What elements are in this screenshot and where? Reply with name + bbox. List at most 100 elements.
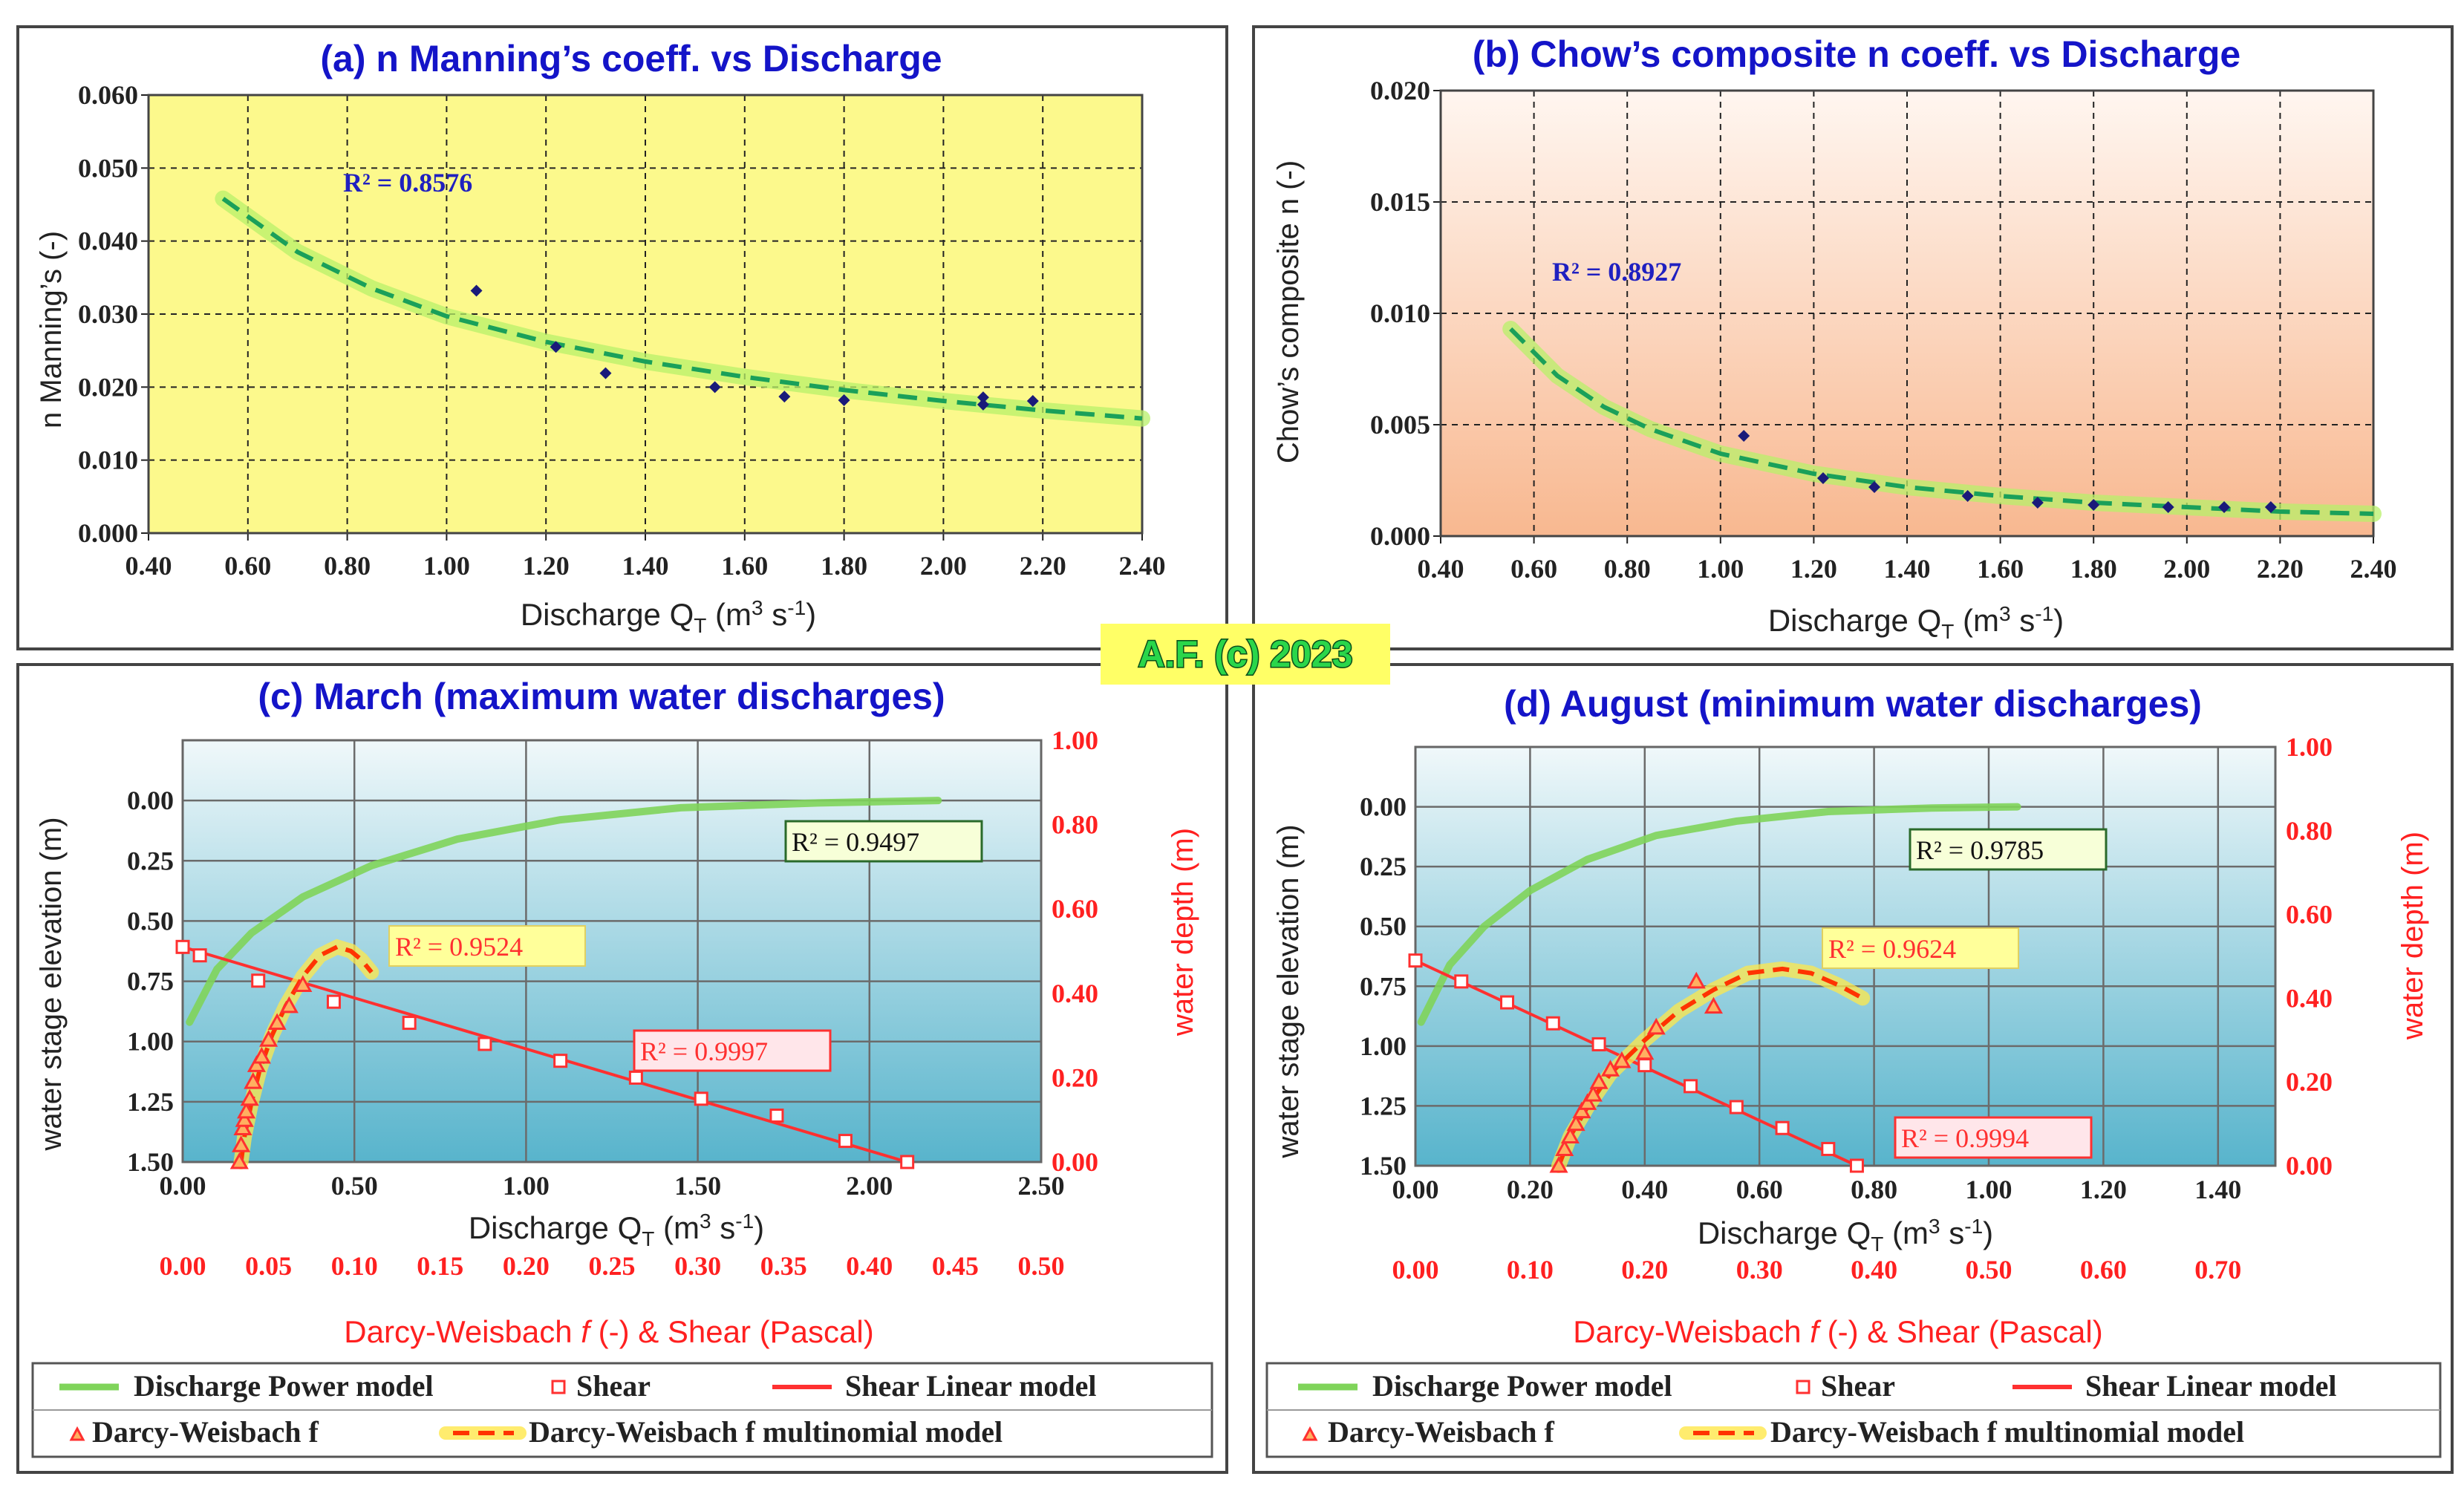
panel-b-x-tick-label: 2.40 (2350, 554, 2397, 584)
panel-b-x-tick-label: 0.60 (1510, 554, 1557, 584)
panel-c-x-bottom-tick-label: 0.25 (589, 1251, 636, 1281)
panel-d-y-left-tick-label: 0.50 (1360, 912, 1407, 941)
panel-c-x-top-tick-label: 0.00 (160, 1171, 206, 1201)
panel-c-x-bottom-tick-label: 0.30 (674, 1251, 721, 1281)
panel-a-trend-line (221, 197, 1143, 421)
panel-d-dw-point (1549, 1155, 1568, 1173)
panel-c-x-top-tick-label: 2.50 (1018, 1171, 1065, 1201)
panel-a-data-point (708, 381, 721, 394)
panel-d-dw-point (1589, 1072, 1609, 1089)
panel-d-dw-point (1646, 1017, 1666, 1035)
panel-c-shear-point (192, 948, 207, 963)
panel-d-shear-point (1545, 1016, 1560, 1031)
copyright-badge-text: A.F. (c) 2023 (1138, 633, 1352, 675)
panel-d-dw-r2-box (1822, 927, 2019, 969)
panel-c-shear-point (694, 1091, 708, 1106)
panel-b-y-tick-label: 0.015 (1370, 187, 1430, 217)
panel-a-y-tick-label: 0.020 (78, 372, 138, 402)
panel-b-x-tick-label: 2.20 (2257, 554, 2304, 584)
panel-d-dw-point (1600, 1060, 1620, 1077)
legend-c-dw-marker (69, 1426, 85, 1441)
panel-d-x-top-tick-label: 0.00 (1392, 1175, 1439, 1204)
panel-c-shear-point (402, 1016, 417, 1031)
legend-d-dw-marker (1302, 1426, 1318, 1441)
panel-d-xlabel-bottom: Darcy-Weisbach f (-) & Shear (Pascal) (1573, 1314, 2102, 1349)
panel-b-data-point (1961, 490, 1974, 502)
panel-a-y-tick-label: 0.050 (78, 153, 138, 183)
panel-c-y-left-tick-label: 0.50 (127, 906, 174, 936)
panel-b-y-tick-label: 0.010 (1370, 298, 1430, 328)
panel-d-y-left-tick-label: 0.75 (1360, 971, 1407, 1001)
panel-d-y-left-tick-label: 1.00 (1360, 1031, 1407, 1061)
panel-d-dw-point (1572, 1101, 1591, 1119)
panel-a-data-point (550, 341, 562, 353)
panel-b-data-point (1816, 472, 1829, 484)
panel-c-title: (c) March (maximum water discharges) (258, 676, 945, 717)
panel-c-dw-point (240, 1089, 259, 1106)
panel-c-ylabel-right: water depth (m) (1167, 828, 1199, 1037)
panel-d-dw-point (1555, 1139, 1574, 1156)
panel-a-title: (a) n Manning’s coeff. vs Discharge (320, 38, 942, 79)
panel-a-plot-border (147, 94, 1144, 535)
panel-d-ylabel-right: water depth (m) (2396, 832, 2429, 1040)
panel-c-discharge-r2-box (784, 820, 983, 863)
panel-a-y-tick-label: 0.060 (78, 80, 138, 110)
panel-a-x-tick-label: 2.00 (920, 551, 967, 581)
panel-a-data-point (977, 398, 989, 411)
panel-c-y-right-tick-label: 1.00 (1052, 725, 1098, 755)
panel-c-x-bottom-tick-label: 0.15 (417, 1251, 463, 1281)
panel-c-y-left-tick-label: 1.00 (127, 1027, 174, 1057)
panel-b-data-point (2264, 501, 2277, 513)
panel-c-x-bottom-tick-label: 0.10 (331, 1251, 378, 1281)
panel-b-chart: 0.40 0.60 0.80 1.00 1.20 1.40 1.60 1.80 2.00 2.20… (1370, 76, 2397, 584)
panel-d-x-top-tick-label: 1.40 (2194, 1175, 2241, 1204)
panel-c-x-top-tick-label: 0.50 (331, 1171, 378, 1201)
panel-d-dw-point (1560, 1126, 1580, 1144)
legend-c-dw-model-label: Darcy-Weisbach f multinomial model (529, 1415, 1003, 1449)
panel-a-data-point (977, 391, 989, 404)
panel-d-x-bottom-tick-label: 0.00 (1392, 1255, 1439, 1285)
panel-a-y-tick-label: 0.000 (78, 518, 138, 548)
panel-d-y-left-tick-label: 1.25 (1360, 1091, 1407, 1120)
panel-d-dw-point (1704, 996, 1723, 1014)
panel-b-plot-border (1439, 89, 2375, 538)
panel-d-dw-point (1578, 1093, 1597, 1110)
panel-a-ylabel: n Manning’s (-) (35, 231, 68, 428)
panel-d-shear-point (1591, 1037, 1606, 1051)
panel-d-x-bottom-tick-label: 0.10 (1507, 1255, 1554, 1285)
legend-d-dw-model-label: Darcy-Weisbach f multinomial model (1770, 1415, 2244, 1449)
panel-c-dw-point (233, 1118, 252, 1136)
panel-c-dw-point (232, 1135, 251, 1152)
panel-c-dw-r2-label: R² = 0.9524 (395, 932, 523, 962)
panel-d-y-left-tick-label: 0.25 (1360, 852, 1407, 881)
panel-d-x-bottom-tick-label: 0.40 (1851, 1255, 1897, 1285)
panel-c-xlabel-top: Discharge QT (m3 s-1) (469, 1210, 764, 1250)
panel-c-x-bottom-tick-label: 0.45 (932, 1251, 979, 1281)
panel-d-y-right-tick-label: 0.40 (2286, 983, 2333, 1013)
panel-d-y-right-tick-label: 0.20 (2286, 1067, 2333, 1097)
panel-d-x-bottom-tick-label: 0.70 (2194, 1255, 2241, 1285)
panel-a-x-tick-label: 0.80 (324, 551, 371, 581)
legend-c-shear-label: Shear (576, 1369, 651, 1403)
panel-c-dw-point (267, 1013, 287, 1031)
panel-c-x-bottom-tick-label: 0.35 (760, 1251, 807, 1281)
panel-a-y-tick-label: 0.040 (78, 226, 138, 256)
legend-d-shear-label: Shear (1821, 1369, 1895, 1403)
panel-c-x-top-tick-label: 1.50 (674, 1171, 721, 1201)
panel-c-y-right-tick-label: 0.20 (1052, 1063, 1098, 1092)
panel-d-chart: 0.00 0.20 0.40 0.60 0.80 1.00 1.20 1.40 0.00 0.25… (1360, 732, 2333, 1285)
panel-c-shear-r2-box (633, 1029, 832, 1072)
panel-a-x-tick-label: 1.40 (622, 551, 669, 581)
panel-b-data-point (2162, 501, 2174, 513)
panel-c-y-left-tick-label: 0.25 (127, 846, 174, 875)
panel-c-dw-point (293, 975, 313, 992)
panel-a-y-tick-label: 0.030 (78, 299, 138, 329)
legend-d: Discharge Power model Shear Shear Linear… (1265, 1362, 2442, 1458)
panel-c-dw-r2-box (388, 925, 586, 967)
panel-d-x-top-tick-label: 1.20 (2080, 1175, 2127, 1204)
panel-c-chart: 0.00 0.50 1.00 1.50 2.00 2.500.000.250.500.75… (127, 725, 1098, 1281)
panel-a-chart: 0.40 0.60 0.80 1.00 1.20 1.40 1.60 1.80 2.00 2.20… (78, 80, 1166, 581)
panel-d-y-left-tick-label: 1.50 (1360, 1151, 1407, 1181)
panel-c-x-top-tick-label: 1.00 (503, 1171, 550, 1201)
panel-b-xlabel: Discharge QT (m3 s-1) (1768, 602, 2064, 643)
